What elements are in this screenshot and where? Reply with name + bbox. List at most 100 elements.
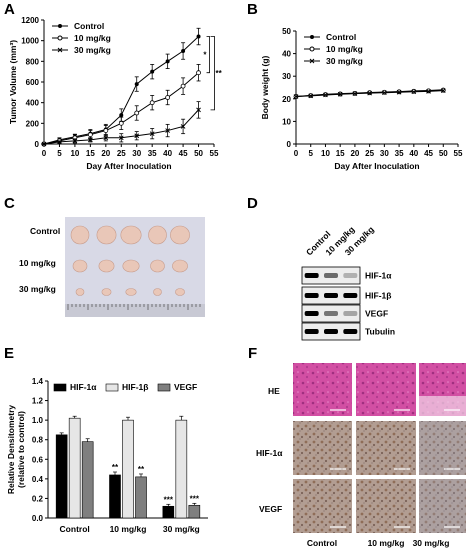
panel-label-a: A bbox=[4, 1, 15, 18]
blot-band bbox=[343, 273, 358, 278]
significance-bracket bbox=[206, 36, 210, 74]
histology-tile-tint bbox=[419, 421, 466, 475]
histology-tile-tint bbox=[356, 421, 416, 475]
x-tick-label: 30 bbox=[380, 149, 389, 158]
data-point bbox=[165, 59, 170, 64]
histology-tile bbox=[419, 479, 466, 533]
bar bbox=[188, 504, 201, 519]
data-point bbox=[57, 139, 62, 145]
data-point bbox=[323, 92, 328, 98]
x-tick-label: 10 bbox=[70, 149, 79, 158]
blot-band-label: Tubulin bbox=[365, 327, 395, 337]
tumor-specimen bbox=[153, 288, 162, 296]
tumor-specimen bbox=[172, 259, 188, 273]
data-point bbox=[41, 141, 47, 147]
blot-band-label: VEGF bbox=[365, 309, 388, 319]
histology-tile bbox=[356, 421, 416, 475]
significance-annotation: *** bbox=[190, 494, 200, 503]
data-point bbox=[308, 93, 314, 99]
legend-marker bbox=[309, 58, 315, 64]
data-point bbox=[149, 131, 155, 137]
data-point bbox=[165, 128, 170, 133]
tumor-specimen bbox=[70, 225, 90, 245]
ruler bbox=[65, 304, 205, 317]
legend-swatch bbox=[105, 383, 119, 392]
histology-col-label-control: Control bbox=[307, 538, 337, 548]
significance-annotation: ** bbox=[138, 465, 145, 474]
bar bbox=[162, 505, 175, 519]
tumor-specimen bbox=[125, 288, 137, 296]
bar bbox=[68, 417, 81, 519]
tumor-specimen bbox=[72, 259, 88, 273]
y-tick-label: 0.0 bbox=[32, 514, 44, 523]
x-tick-label: 5 bbox=[309, 149, 314, 158]
x-tick-label: 35 bbox=[148, 149, 157, 158]
data-point bbox=[149, 100, 155, 106]
data-point bbox=[411, 89, 417, 95]
data-point bbox=[150, 69, 155, 74]
blot-band-label: HIF-1β bbox=[365, 291, 391, 301]
y-tick-label: 400 bbox=[26, 99, 40, 108]
y-tick-label: 1000 bbox=[21, 37, 39, 46]
x-tick-label: 40 bbox=[163, 149, 172, 158]
tumor-specimen bbox=[122, 259, 140, 273]
histology-tile bbox=[356, 479, 416, 533]
bar bbox=[55, 434, 68, 519]
bar bbox=[122, 419, 134, 519]
blot-band bbox=[324, 329, 338, 334]
x-tick-label: 15 bbox=[86, 149, 95, 158]
blot-band bbox=[304, 273, 319, 278]
legend-label: Control bbox=[326, 32, 356, 42]
x-tick-label: 20 bbox=[101, 149, 110, 158]
tumor-volume-chart: 0 5 10 15 20 25 30 35 40 45 50 55 0 200 400 600 800 1000 1… bbox=[8, 16, 223, 171]
x-tick-label: 30 mg/kg bbox=[163, 524, 200, 534]
x-tick-label: 55 bbox=[210, 149, 219, 158]
y-tick-label: 50 bbox=[282, 27, 291, 36]
data-point bbox=[103, 128, 109, 133]
x-tick-label: 25 bbox=[365, 149, 374, 158]
data-point bbox=[352, 91, 358, 96]
histology-tile-tint bbox=[293, 421, 352, 475]
data-point bbox=[396, 89, 402, 95]
ruler-ticks bbox=[67, 304, 201, 310]
x-tick-label: 30 bbox=[132, 149, 141, 158]
histology-tile bbox=[293, 363, 352, 416]
histology-tile bbox=[419, 421, 466, 475]
bar bbox=[109, 474, 121, 519]
y-tick-label: 1.4 bbox=[32, 377, 44, 386]
data-point bbox=[196, 107, 201, 113]
bar bbox=[175, 419, 188, 519]
data-point bbox=[181, 49, 186, 53]
tumor-specimen bbox=[148, 225, 167, 245]
tumor-specimen bbox=[120, 225, 142, 245]
y-axis-title: Tumor Volume (mm³) bbox=[8, 40, 18, 124]
panel-label-b: B bbox=[247, 1, 258, 18]
data-point bbox=[293, 94, 299, 99]
tumor-specimen bbox=[96, 225, 117, 245]
histology-row-label-he: HE bbox=[268, 386, 280, 396]
x-axis-title: Day After Inoculation bbox=[334, 161, 419, 171]
significance-annotation: ** bbox=[216, 69, 223, 78]
bar bbox=[81, 441, 94, 519]
x-tick-label: 25 bbox=[117, 149, 126, 158]
tumor-row-label-10mg: 10 mg/kg bbox=[19, 258, 56, 268]
body-weight-chart: 0 5 10 15 20 25 30 35 40 45 50 55 0 10 20 30 40 50 Day Aft… bbox=[260, 27, 463, 171]
blot-band bbox=[324, 293, 338, 298]
data-point bbox=[440, 88, 446, 94]
blot-band bbox=[343, 293, 358, 298]
blot-band bbox=[343, 329, 358, 334]
blot-band bbox=[304, 311, 319, 316]
data-point bbox=[134, 110, 140, 116]
x-tick-label: 0 bbox=[294, 149, 299, 158]
legend-marker bbox=[57, 35, 63, 41]
legend-label: HIF-1β bbox=[122, 382, 148, 392]
data-point bbox=[72, 138, 78, 144]
blot-band bbox=[343, 311, 358, 316]
y-tick-label: 1200 bbox=[21, 16, 39, 25]
histology-row-label-vegf: VEGF bbox=[259, 504, 282, 514]
tumor-specimen bbox=[150, 259, 165, 273]
x-tick-label: 5 bbox=[57, 149, 62, 158]
histology-tile-tint bbox=[419, 396, 466, 416]
blot-band bbox=[324, 273, 338, 278]
data-point bbox=[180, 124, 186, 129]
